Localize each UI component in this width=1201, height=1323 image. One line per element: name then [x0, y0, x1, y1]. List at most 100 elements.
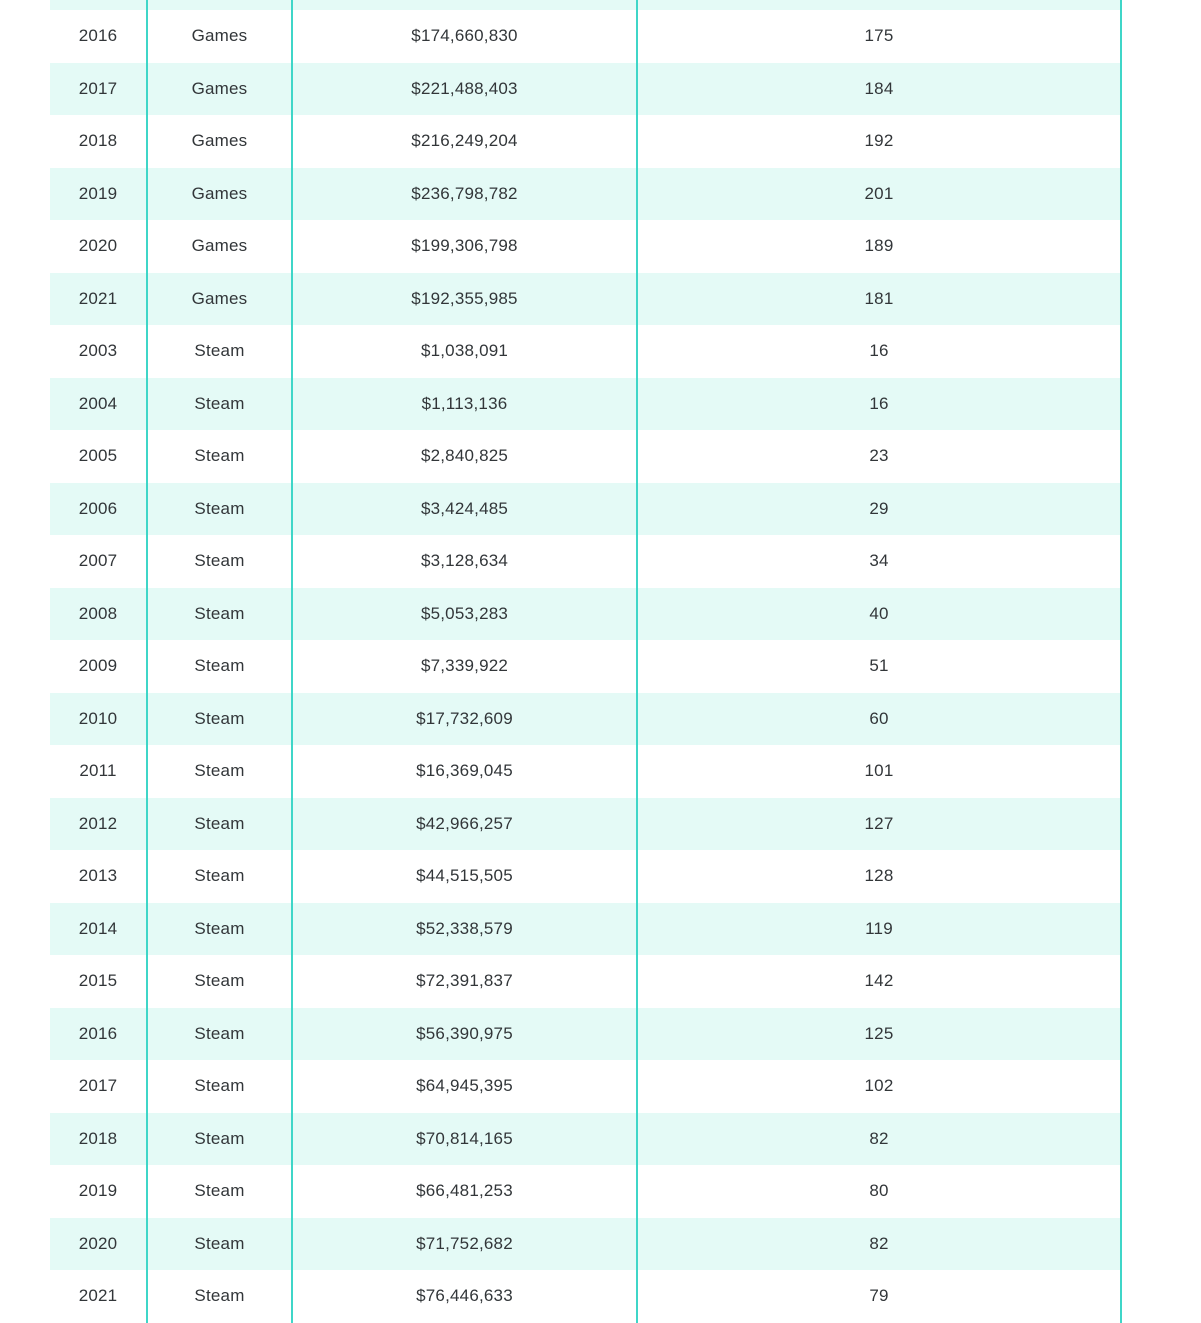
year-cell: 2010 — [50, 692, 148, 745]
platform-cell: Games — [148, 62, 293, 115]
table-row: 2009 Steam $7,339,922 51 — [50, 640, 1122, 693]
platform-cell: Steam — [148, 535, 293, 588]
amount-cell: $5,053,283 — [293, 587, 638, 640]
count-cell: 175 — [638, 10, 1122, 63]
platform-cell: Steam — [148, 1060, 293, 1113]
count-cell: 82 — [638, 1217, 1122, 1270]
table-row: 2019 Games $236,798,782 201 — [50, 167, 1122, 220]
amount-cell: $16,369,045 — [293, 745, 638, 798]
year-cell: 2020 — [50, 1217, 148, 1270]
count-cell: 16 — [638, 377, 1122, 430]
year-cell: 2021 — [50, 1270, 148, 1323]
amount-cell: $71,752,682 — [293, 1217, 638, 1270]
platform-cell: Games — [148, 115, 293, 168]
platform-cell — [148, 0, 293, 10]
table-row: 2014 Steam $52,338,579 119 — [50, 902, 1122, 955]
amount-cell: $70,814,165 — [293, 1112, 638, 1165]
count-cell: 40 — [638, 587, 1122, 640]
amount-cell: $221,488,403 — [293, 62, 638, 115]
count-cell: 60 — [638, 692, 1122, 745]
year-cell: 2004 — [50, 377, 148, 430]
revenue-table: 2016 Games $174,660,830 175 2017 Games $221,48… — [50, 0, 1122, 1323]
count-cell: 82 — [638, 1112, 1122, 1165]
table-row: 2007 Steam $3,128,634 34 — [50, 535, 1122, 588]
year-cell: 2021 — [50, 272, 148, 325]
amount-cell — [293, 0, 638, 10]
table-row: 2012 Steam $42,966,257 127 — [50, 797, 1122, 850]
count-cell: 29 — [638, 482, 1122, 535]
platform-cell: Games — [148, 220, 293, 273]
amount-cell: $192,355,985 — [293, 272, 638, 325]
year-cell: 2018 — [50, 1112, 148, 1165]
year-cell: 2008 — [50, 587, 148, 640]
count-cell: 189 — [638, 220, 1122, 273]
amount-cell: $56,390,975 — [293, 1007, 638, 1060]
count-cell: 34 — [638, 535, 1122, 588]
table-row: 2003 Steam $1,038,091 16 — [50, 325, 1122, 378]
table-row: 2008 Steam $5,053,283 40 — [50, 587, 1122, 640]
table-row: 2013 Steam $44,515,505 128 — [50, 850, 1122, 903]
amount-cell: $44,515,505 — [293, 850, 638, 903]
table-row: 2019 Steam $66,481,253 80 — [50, 1165, 1122, 1218]
amount-cell: $236,798,782 — [293, 167, 638, 220]
platform-cell: Steam — [148, 902, 293, 955]
amount-cell: $64,945,395 — [293, 1060, 638, 1113]
amount-cell: $76,446,633 — [293, 1270, 638, 1323]
count-cell: 127 — [638, 797, 1122, 850]
year-cell: 2019 — [50, 167, 148, 220]
year-cell: 2016 — [50, 1007, 148, 1060]
table-row: 2020 Steam $71,752,682 82 — [50, 1217, 1122, 1270]
count-cell: 101 — [638, 745, 1122, 798]
year-cell: 2017 — [50, 62, 148, 115]
amount-cell: $52,338,579 — [293, 902, 638, 955]
year-cell: 2007 — [50, 535, 148, 588]
year-cell: 2016 — [50, 10, 148, 63]
count-cell — [638, 0, 1122, 10]
count-cell: 16 — [638, 325, 1122, 378]
year-cell: 2018 — [50, 115, 148, 168]
amount-cell: $174,660,830 — [293, 10, 638, 63]
table-row: 2017 Steam $64,945,395 102 — [50, 1060, 1122, 1113]
year-cell: 2006 — [50, 482, 148, 535]
count-cell: 142 — [638, 955, 1122, 1008]
table-row: 2010 Steam $17,732,609 60 — [50, 692, 1122, 745]
count-cell: 128 — [638, 850, 1122, 903]
platform-cell: Steam — [148, 1007, 293, 1060]
table-row-partial — [50, 0, 1122, 10]
year-cell: 2017 — [50, 1060, 148, 1113]
year-cell: 2013 — [50, 850, 148, 903]
platform-cell: Steam — [148, 1217, 293, 1270]
count-cell: 201 — [638, 167, 1122, 220]
platform-cell: Steam — [148, 640, 293, 693]
platform-cell: Steam — [148, 745, 293, 798]
platform-cell: Steam — [148, 430, 293, 483]
amount-cell: $1,113,136 — [293, 377, 638, 430]
platform-cell: Steam — [148, 850, 293, 903]
year-cell: 2009 — [50, 640, 148, 693]
year-cell: 2005 — [50, 430, 148, 483]
table-row: 2011 Steam $16,369,045 101 — [50, 745, 1122, 798]
platform-cell: Games — [148, 10, 293, 63]
amount-cell: $72,391,837 — [293, 955, 638, 1008]
count-cell: 23 — [638, 430, 1122, 483]
table-row: 2015 Steam $72,391,837 142 — [50, 955, 1122, 1008]
count-cell: 79 — [638, 1270, 1122, 1323]
year-cell: 2014 — [50, 902, 148, 955]
platform-cell: Steam — [148, 377, 293, 430]
table-row: 2020 Games $199,306,798 189 — [50, 220, 1122, 273]
year-cell: 2003 — [50, 325, 148, 378]
amount-cell: $17,732,609 — [293, 692, 638, 745]
platform-cell: Steam — [148, 587, 293, 640]
count-cell: 80 — [638, 1165, 1122, 1218]
table-row: 2006 Steam $3,424,485 29 — [50, 482, 1122, 535]
amount-cell: $1,038,091 — [293, 325, 638, 378]
table-row: 2018 Steam $70,814,165 82 — [50, 1112, 1122, 1165]
count-cell: 184 — [638, 62, 1122, 115]
platform-cell: Steam — [148, 692, 293, 745]
platform-cell: Steam — [148, 325, 293, 378]
amount-cell: $42,966,257 — [293, 797, 638, 850]
table-row: 2017 Games $221,488,403 184 — [50, 62, 1122, 115]
year-cell — [50, 0, 148, 10]
count-cell: 119 — [638, 902, 1122, 955]
year-cell: 2012 — [50, 797, 148, 850]
